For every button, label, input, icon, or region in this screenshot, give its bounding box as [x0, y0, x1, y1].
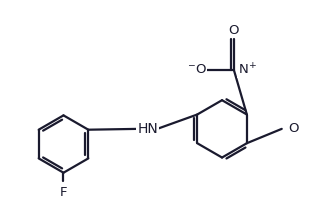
Text: N$^{+}$: N$^{+}$: [238, 62, 257, 78]
Text: F: F: [60, 186, 67, 199]
Text: $^{-}$O: $^{-}$O: [187, 63, 207, 76]
Text: HN: HN: [138, 122, 158, 136]
Text: O: O: [288, 122, 298, 135]
Text: O: O: [229, 24, 239, 37]
